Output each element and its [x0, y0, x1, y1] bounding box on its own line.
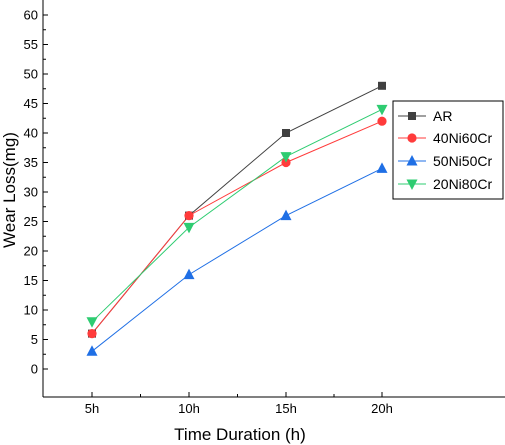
legend-label: 50Ni50Cr [433, 153, 492, 169]
data-point-series-3 [86, 317, 98, 328]
series-line-1 [91, 120, 383, 334]
legend-label: 20Ni80Cr [433, 176, 492, 192]
y-tick-label: 25 [24, 214, 38, 229]
x-tick-label: 15h [275, 401, 297, 416]
series-line-3 [91, 108, 383, 323]
y-tick-label: 5 [31, 332, 38, 347]
series-line-2 [91, 167, 383, 352]
y-tick-label: 0 [31, 362, 38, 377]
series-lines [91, 85, 383, 352]
y-tick-label: 30 [24, 185, 38, 200]
y-tick-label: 55 [24, 37, 38, 52]
data-point-series-3 [183, 222, 195, 234]
data-point-series-1 [184, 211, 194, 221]
data-point-series-2 [183, 268, 195, 280]
x-tick-label: 5h [85, 401, 99, 416]
legend-marker [406, 179, 418, 190]
x-tick-label: 10h [178, 401, 200, 416]
data-point-series-3 [280, 152, 292, 163]
data-point-series-2 [86, 345, 98, 356]
y-tick-label: 60 [24, 8, 38, 23]
x-tick-label: 20h [371, 401, 393, 416]
y-tick-label: 40 [24, 126, 38, 141]
y-tick-label: 50 [24, 67, 38, 82]
data-point-series-2 [376, 162, 388, 173]
legend-label: AR [433, 108, 452, 124]
legend-marker [406, 155, 418, 166]
y-tick-label: 15 [24, 273, 38, 288]
data-point-series-1 [87, 329, 97, 339]
y-tick-label: 10 [24, 303, 38, 318]
data-point-series-1 [377, 116, 387, 126]
legend-marker [408, 112, 416, 120]
legend: AR 40Ni60Cr 50Ni50Cr 20Ni80Cr [392, 100, 504, 200]
data-point-series-3 [376, 104, 388, 116]
series-markers [86, 81, 388, 356]
y-tick-label: 35 [24, 155, 38, 170]
legend-label: 40Ni60Cr [433, 130, 492, 146]
plot-frame [42, 0, 505, 398]
x-axis-title: Time Duration (h) [174, 425, 306, 444]
data-point-series-0 [282, 129, 290, 137]
y-tick-label: 20 [24, 244, 38, 259]
data-point-series-2 [280, 209, 292, 221]
y-axis: 0 5 10 15 20 25 30 35 40 45 50 55 60 [24, 8, 48, 377]
y-tick-label: 45 [24, 96, 38, 111]
data-point-series-0 [378, 81, 386, 90]
series-line-0 [91, 85, 383, 334]
legend-marker [407, 133, 417, 143]
x-axis: 5h 10h 15h 20h [85, 392, 393, 416]
y-axis-title: Wear Loss(mg) [0, 132, 19, 248]
